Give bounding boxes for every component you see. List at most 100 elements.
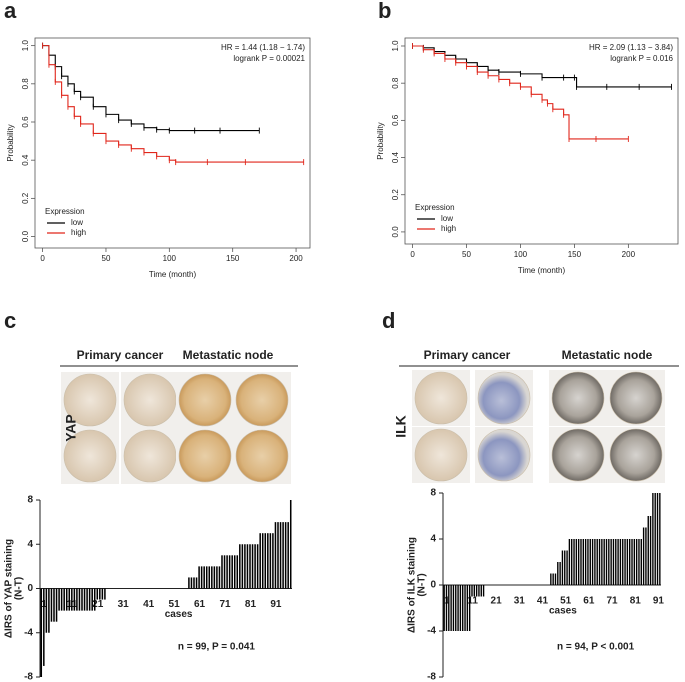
bar (566, 550, 568, 585)
bar (468, 585, 471, 631)
bar (654, 493, 656, 585)
x-tick-label: 71 (219, 599, 231, 610)
x-tick-label: 21 (92, 599, 104, 610)
y-tick-label: 0.0 (21, 230, 30, 242)
y-tick-label: 0.6 (391, 114, 400, 126)
bar (471, 585, 473, 597)
bar (554, 573, 557, 585)
x-tick-label: 21 (491, 596, 503, 607)
panel-letter: d (382, 308, 395, 333)
bar (473, 585, 476, 597)
tissue-core (178, 429, 232, 483)
bar (475, 585, 478, 597)
bar (284, 522, 287, 589)
bar (50, 588, 53, 622)
bar (619, 539, 622, 585)
x-tick-label: 50 (102, 254, 111, 263)
y-tick-label: 1.0 (391, 40, 400, 52)
bar (205, 566, 208, 589)
bar (568, 539, 571, 585)
bar (211, 566, 213, 589)
bar (213, 566, 216, 589)
x-tick-label: 71 (607, 596, 619, 607)
bar (203, 566, 205, 589)
tissue-core (609, 428, 663, 482)
panel-letter: b (378, 0, 391, 23)
x-tick-label: 200 (289, 254, 303, 263)
bar (96, 588, 99, 600)
x-axis-label: Time (month) (149, 270, 197, 279)
bar (241, 544, 244, 589)
annotation: logrank P = 0.00021 (233, 54, 305, 63)
bar (612, 539, 615, 585)
bar (587, 539, 589, 585)
bar (267, 533, 269, 589)
bar (48, 588, 50, 633)
tissue-core (235, 429, 289, 483)
bar (216, 566, 218, 589)
y-tick-label: 0 (27, 583, 33, 594)
x-tick-label: 0 (40, 254, 45, 263)
x-axis-label: Time (month) (518, 266, 566, 275)
bar (43, 588, 45, 666)
tissue-core (551, 428, 605, 482)
panel-letter: a (4, 0, 17, 23)
bar (647, 516, 649, 585)
bar (580, 539, 582, 585)
bar (58, 588, 60, 611)
bar (552, 573, 554, 585)
y-tick-label: 0.8 (21, 78, 30, 90)
image-header: Primary cancer (77, 348, 164, 362)
bar (659, 493, 661, 585)
bar (63, 588, 65, 611)
bar (642, 527, 645, 585)
bar (577, 539, 580, 585)
x-tick-label: 51 (169, 599, 181, 610)
bar (259, 533, 261, 589)
y-tick-label: 4 (430, 534, 436, 545)
tissue-core (414, 371, 468, 425)
bar (589, 539, 591, 585)
bar (246, 544, 249, 589)
bar (628, 539, 631, 585)
bar (190, 577, 193, 589)
tissue-core (551, 371, 605, 425)
legend-label: low (441, 214, 453, 223)
plot-frame (404, 37, 679, 245)
bar (633, 539, 636, 585)
bar (68, 588, 71, 611)
tissue-core (63, 373, 117, 427)
bar (622, 539, 624, 585)
plot-frame (34, 37, 311, 249)
bar (617, 539, 619, 585)
bar (608, 539, 610, 585)
bar (635, 539, 638, 585)
x-tick-label: 100 (514, 250, 528, 259)
bar (610, 539, 612, 585)
x-tick-label: 11 (467, 596, 478, 607)
bar (73, 588, 76, 611)
tissue-core (609, 371, 663, 425)
y-tick-label: -8 (427, 672, 436, 682)
y-tick-label: 0.4 (391, 151, 400, 163)
panel-letter: c (4, 308, 16, 333)
bar (91, 588, 93, 611)
bar (274, 522, 277, 589)
bar (65, 588, 68, 611)
bar (575, 539, 578, 585)
bar (478, 585, 480, 597)
bar (550, 573, 552, 585)
bar (86, 588, 88, 611)
y-axis-label: Probability (376, 122, 385, 159)
x-tick-label: 50 (462, 250, 471, 259)
bar (256, 544, 259, 589)
annotation: logrank P = 0.016 (610, 54, 673, 63)
bar (564, 550, 566, 585)
bar (93, 588, 96, 611)
tissue-core (123, 373, 177, 427)
bar (249, 544, 251, 589)
survival-curve (42, 45, 260, 132)
bar (450, 585, 452, 631)
bar (81, 588, 83, 611)
bar (649, 516, 652, 585)
